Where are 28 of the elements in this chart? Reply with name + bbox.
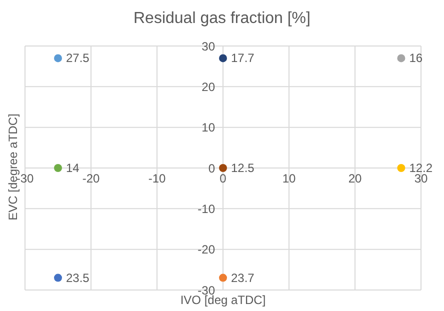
annotation: 14 (66, 161, 80, 175)
annotation: 27.5 (66, 51, 90, 66)
point (397, 54, 406, 62)
y-tick-label: 30 (202, 39, 216, 54)
y-tick-label: -20 (198, 242, 216, 257)
y-tick-label: 20 (202, 80, 216, 94)
y-tick-label: 0 (208, 161, 216, 176)
point (397, 164, 406, 172)
annotation: 16 (409, 51, 423, 66)
point (54, 164, 62, 172)
y-tick-label: -10 (198, 202, 216, 216)
x-tick-label: 0 (220, 172, 227, 186)
point (54, 54, 62, 62)
annotation: 17.7 (231, 51, 255, 66)
x-axis-title: IVO [deg aTDC] (179, 293, 267, 307)
point (219, 274, 227, 282)
annotation: 23.5 (66, 270, 90, 285)
x-tick-label: -20 (82, 172, 100, 186)
chart-title: Residual gas fraction [%] (132, 10, 312, 28)
annotation: 23.7 (231, 270, 255, 285)
x-tick-label: 10 (282, 172, 296, 186)
x-tick-label: 20 (348, 172, 362, 186)
y-tick-label: 10 (202, 120, 216, 135)
annotation: 12.5 (231, 161, 255, 175)
x-tick-label: -10 (148, 172, 166, 186)
point (219, 54, 227, 62)
point (219, 164, 227, 172)
point (54, 274, 62, 282)
